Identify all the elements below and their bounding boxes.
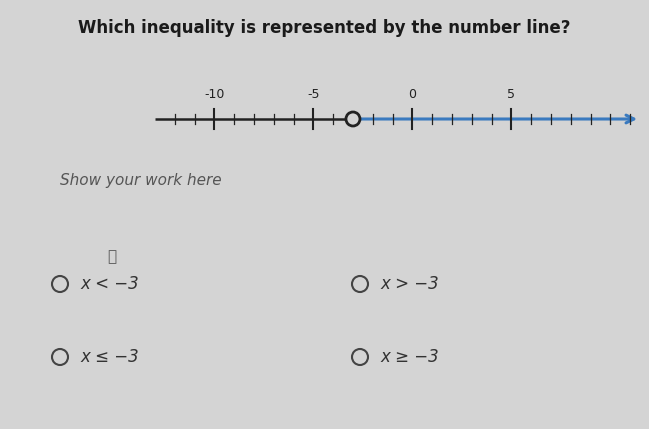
Text: Show your work here: Show your work here [60,173,221,188]
Text: x ≤ −3: x ≤ −3 [80,348,139,366]
Text: x ≥ −3: x ≥ −3 [380,348,439,366]
Text: -5: -5 [307,88,319,101]
Text: -10: -10 [204,88,225,101]
Text: 👆: 👆 [108,249,117,264]
Text: x > −3: x > −3 [380,275,439,293]
Text: 0: 0 [408,88,417,101]
Text: x < −3: x < −3 [80,275,139,293]
Text: 5: 5 [508,88,515,101]
Circle shape [346,112,360,126]
Circle shape [52,276,68,292]
Circle shape [352,276,368,292]
Text: Which inequality is represented by the number line?: Which inequality is represented by the n… [78,19,570,37]
Circle shape [352,349,368,365]
Circle shape [52,349,68,365]
